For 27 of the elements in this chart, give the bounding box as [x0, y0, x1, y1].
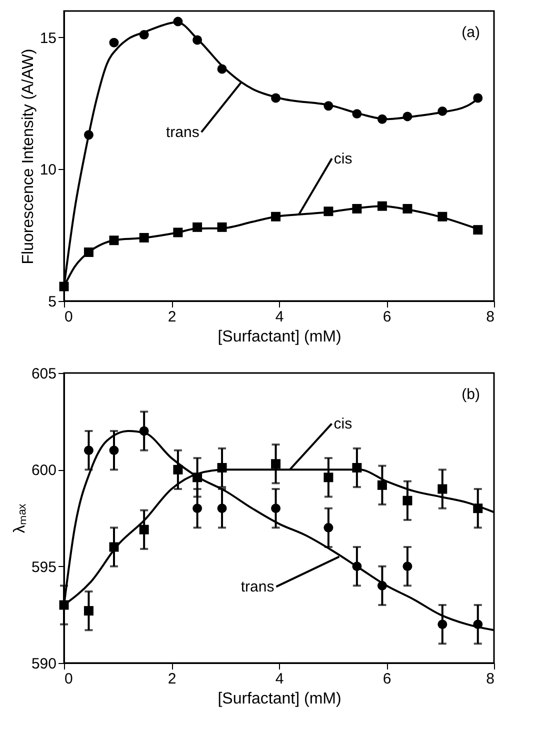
- y-axis-title: Fluorescence Intensity (A/AW): [20, 48, 37, 264]
- y-tick-label: 10: [40, 162, 56, 179]
- annotation: (a): [462, 24, 480, 41]
- annotation: cis: [334, 416, 352, 433]
- y-tick-label: 600: [31, 462, 56, 480]
- x-axis-title: [Surfactant] (mM): [218, 690, 342, 708]
- x-tick-label: 2: [168, 670, 176, 688]
- x-tick-label: 6: [382, 670, 392, 688]
- annotation: cis: [334, 150, 352, 168]
- y-tick-label: 605: [31, 366, 56, 382]
- y-tick-label: 590: [31, 656, 56, 672]
- x-axis-title: [Surfactant] (mM): [218, 328, 342, 346]
- x-tick-label: 6: [382, 308, 392, 326]
- x-tick-label: 8: [486, 308, 494, 326]
- x-tick-label: 0: [64, 308, 73, 326]
- y-tick-label: 15: [40, 30, 56, 47]
- x-tick-label: 0: [64, 670, 73, 688]
- annotation: (b): [462, 386, 480, 403]
- x-tick-label: 4: [275, 308, 284, 326]
- y-axis-title: λₘₐₓ: [11, 503, 28, 534]
- annotation: trans: [240, 578, 274, 596]
- x-tick-label: 2: [168, 308, 176, 326]
- annotation: trans: [166, 124, 200, 142]
- y-tick-label: 595: [31, 558, 56, 576]
- x-tick-label: 8: [486, 670, 494, 688]
- y-tick-label: 5: [48, 294, 56, 310]
- x-tick-label: 4: [275, 670, 284, 688]
